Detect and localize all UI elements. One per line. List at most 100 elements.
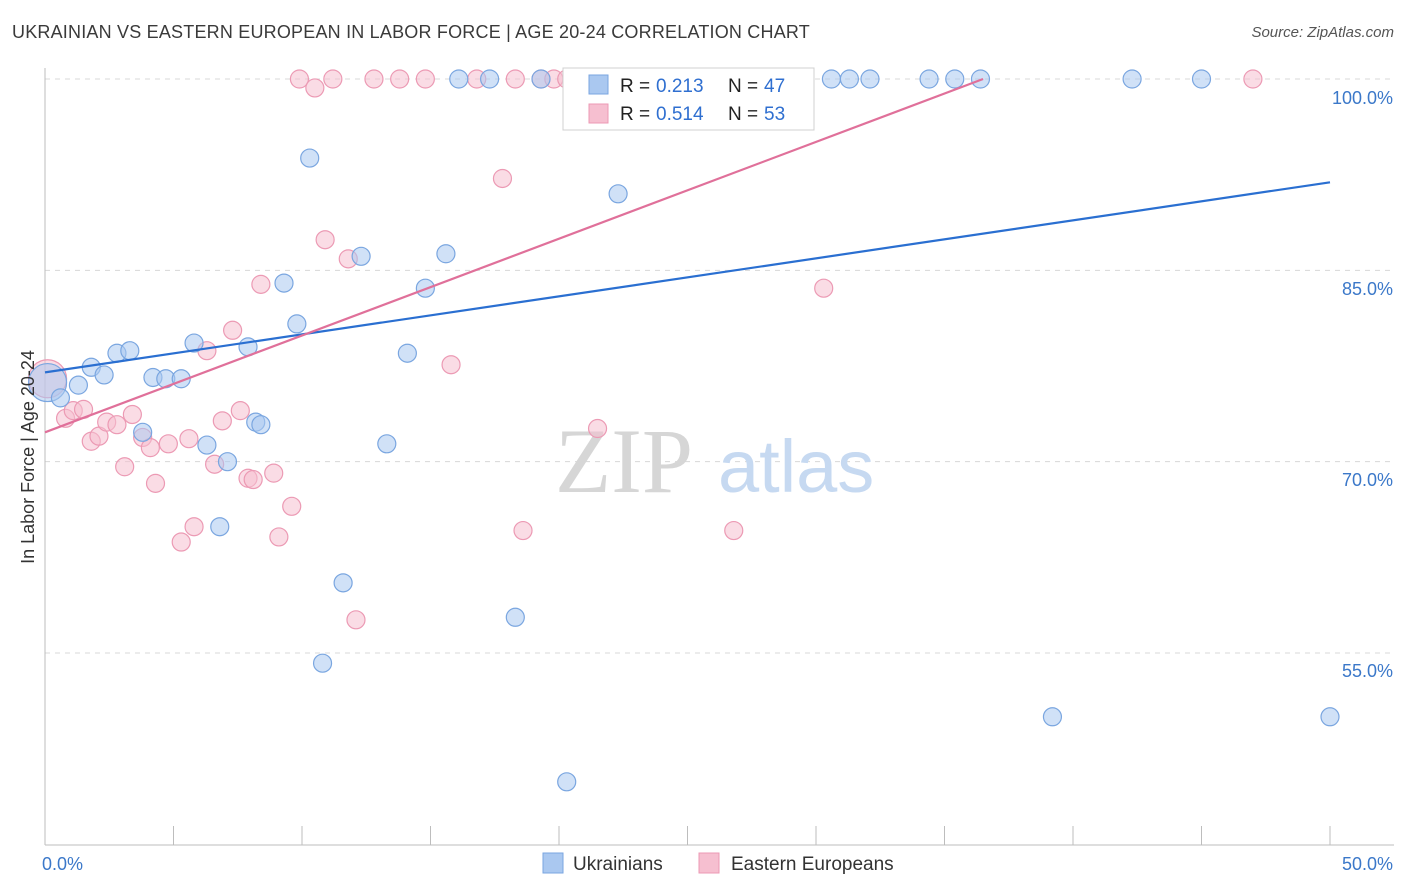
ukrainians-point xyxy=(480,69,500,89)
eastern-europeans-point xyxy=(140,438,160,458)
watermark-atlas: atlas xyxy=(718,425,874,508)
series-eastern-europeans-points xyxy=(27,69,1263,630)
y-tick-label-55: 55.0% xyxy=(1342,661,1393,681)
eastern-europeans-point xyxy=(184,517,204,537)
eastern-europeans-point xyxy=(145,473,166,493)
legend-n-value-1: 47 xyxy=(764,76,785,97)
ukrainians-point xyxy=(397,343,417,363)
eastern-europeans-point xyxy=(179,429,199,449)
eastern-europeans-point xyxy=(390,69,410,89)
eastern-europeans-point xyxy=(223,320,243,340)
eastern-europeans-point xyxy=(243,469,263,490)
axes xyxy=(44,68,1394,846)
ukrainians-point xyxy=(608,184,628,204)
ukrainians-point xyxy=(531,69,551,89)
eastern-europeans-point xyxy=(289,69,310,89)
bottom-legend-label-ukrainians: Ukrainians xyxy=(573,854,663,875)
ukrainians-point xyxy=(351,246,371,266)
watermark-zip: ZIP xyxy=(555,410,693,512)
y-tick-label-100: 100.0% xyxy=(1332,88,1393,108)
eastern-europeans-point xyxy=(158,434,178,454)
ukrainians-point xyxy=(217,452,238,472)
ukrainians-point xyxy=(197,435,217,455)
y-axis-label: In Labor Force | Age 20-24 xyxy=(18,350,38,564)
legend-swatch-eastern-europeans xyxy=(588,103,609,124)
chart-title: UKRAINIAN VS EASTERN EUROPEAN IN LABOR F… xyxy=(12,22,810,42)
eastern-europeans-point xyxy=(264,463,284,483)
x-tick-label-max: 50.0% xyxy=(1342,854,1393,874)
legend-n-label-1: N = xyxy=(728,76,758,97)
y-tick-label-85: 85.0% xyxy=(1342,279,1393,299)
ukrainians-point xyxy=(945,69,965,89)
eastern-europeans-point xyxy=(269,527,289,547)
ukrainians-point xyxy=(505,607,525,627)
ukrainians-point xyxy=(1320,707,1340,727)
ukrainians-point xyxy=(377,434,397,454)
ukrainians-point xyxy=(312,653,333,673)
ukrainians-point xyxy=(120,341,140,361)
eastern-europeans-point xyxy=(107,415,127,435)
legend-n-label-2: N = xyxy=(728,104,758,125)
ukrainians-point xyxy=(449,69,469,89)
ukrainians-point xyxy=(333,573,353,593)
ukrainians-point xyxy=(184,333,204,353)
ukrainians-point xyxy=(557,772,577,792)
ukrainians-point xyxy=(821,69,842,89)
legend-swatch-ukrainians xyxy=(588,74,609,95)
eastern-europeans-point xyxy=(1243,69,1263,89)
eastern-europeans-point xyxy=(115,457,135,477)
eastern-europeans-point xyxy=(230,401,250,421)
ukrainians-point xyxy=(839,69,860,89)
grid-lines xyxy=(45,78,1394,654)
legend-r-label-1: R = xyxy=(620,76,650,97)
trend-lines xyxy=(44,77,1331,434)
eastern-europeans-trend-line xyxy=(44,77,984,434)
bottom-legend-swatch-eastern-europeans xyxy=(698,852,720,874)
ukrainians-point xyxy=(251,415,271,435)
eastern-europeans-point xyxy=(492,168,513,189)
legend-r-label-2: R = xyxy=(620,104,650,125)
legend-r-value-1: 0.213 xyxy=(656,76,704,97)
eastern-europeans-point xyxy=(587,418,608,439)
legend-bottom: Ukrainians Eastern Europeans xyxy=(542,852,894,875)
eastern-europeans-point xyxy=(415,69,435,89)
eastern-europeans-point xyxy=(364,69,384,89)
eastern-europeans-point xyxy=(212,411,232,431)
eastern-europeans-point xyxy=(724,520,744,541)
y-tick-label-70: 70.0% xyxy=(1342,470,1393,490)
ukrainians-point xyxy=(860,69,880,89)
eastern-europeans-point xyxy=(315,230,335,250)
ukrainians-point xyxy=(436,244,456,264)
eastern-europeans-point xyxy=(814,278,834,298)
eastern-europeans-point xyxy=(251,274,271,294)
eastern-europeans-point xyxy=(505,69,525,89)
ukrainians-point xyxy=(210,517,230,537)
bottom-legend-label-eastern-europeans: Eastern Europeans xyxy=(731,854,894,875)
ukrainians-point xyxy=(274,273,294,293)
ukrainians-point xyxy=(133,422,153,442)
x-tick-label-min: 0.0% xyxy=(42,854,83,874)
legend-top: R = 0.213 N = 47 R = 0.514 N = 53 xyxy=(562,67,815,131)
eastern-europeans-point xyxy=(346,610,366,630)
watermark: ZIP atlas xyxy=(555,410,874,512)
eastern-europeans-point xyxy=(282,496,302,516)
ukrainians-point xyxy=(50,388,71,408)
ukrainians-trend-line xyxy=(44,181,1331,374)
legend-n-value-2: 53 xyxy=(764,104,785,125)
ukrainians-point xyxy=(68,375,89,395)
ukrainians-point xyxy=(300,148,320,168)
ukrainians-point xyxy=(1191,69,1212,89)
ukrainians-point xyxy=(1122,69,1142,89)
ukrainians-point xyxy=(287,314,307,334)
eastern-europeans-point xyxy=(441,355,461,375)
bottom-legend-swatch-ukrainians xyxy=(542,852,564,874)
x-ticks xyxy=(44,826,1331,845)
eastern-europeans-point xyxy=(323,69,343,89)
ukrainians-point xyxy=(94,365,114,385)
source-label: Source: ZipAtlas.com xyxy=(1251,24,1394,41)
eastern-europeans-point xyxy=(513,520,533,541)
ukrainians-point xyxy=(919,69,939,89)
legend-r-value-2: 0.514 xyxy=(656,104,704,125)
eastern-europeans-point xyxy=(122,404,142,425)
